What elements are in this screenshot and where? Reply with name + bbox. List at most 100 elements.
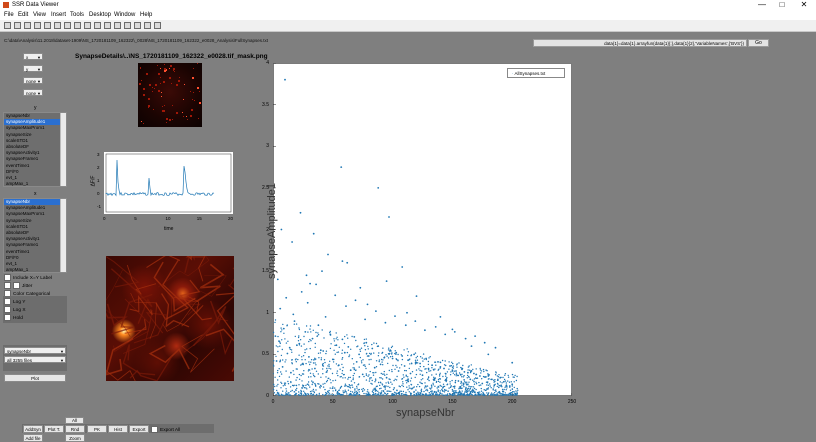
scatter-point (285, 390, 288, 392)
menu-window[interactable]: Window (114, 12, 136, 18)
scatter-point (285, 394, 287, 396)
x-list-item[interactable]: evt_1 (4, 260, 66, 268)
rotate-icon[interactable] (84, 22, 91, 29)
scatter-point (454, 379, 457, 382)
checkbox-hold[interactable]: Hold (4, 314, 23, 321)
scrollbar[interactable] (60, 199, 66, 272)
plot-button[interactable]: Plot (4, 374, 66, 382)
random-well-button[interactable]: Rnd Well (65, 425, 85, 439)
scatter-point (475, 381, 477, 383)
y-list-item[interactable]: evt_1 (4, 174, 66, 182)
checkbox-box[interactable] (13, 282, 20, 289)
mask-image[interactable] (138, 63, 202, 127)
zoom-button[interactable]: Zoom (65, 434, 85, 442)
y-list-item[interactable]: ampMax_1 (4, 181, 66, 186)
scatter-point (443, 364, 446, 366)
checkbox-box[interactable] (4, 282, 11, 289)
scatter-plot-area[interactable] (272, 62, 573, 397)
export-button[interactable]: Export (129, 425, 149, 433)
new-file-icon[interactable] (4, 22, 11, 29)
y-list-item[interactable]: synapseAmplitude1 (4, 119, 66, 126)
scatter-point (372, 392, 375, 394)
checkbox-box[interactable] (151, 426, 158, 433)
link-icon[interactable] (114, 22, 121, 29)
y-list-item[interactable]: synapseFrame1 (4, 156, 66, 163)
checkbox-box[interactable] (4, 274, 11, 281)
menu-insert[interactable]: Insert (51, 12, 67, 18)
dropdown-group-by[interactable]: synapseNbr ▼ (4, 347, 66, 354)
menu-desktop[interactable]: Desktop (89, 12, 112, 18)
fluorescence-image[interactable] (106, 256, 234, 381)
y-list-item[interactable]: eventTime1 (4, 162, 66, 169)
pan-icon[interactable] (74, 22, 81, 29)
add-file-button[interactable]: Add file (23, 434, 43, 442)
checkbox-box[interactable] (4, 314, 11, 321)
y-list-item[interactable]: absoluteDF (4, 143, 66, 151)
brush-icon[interactable] (104, 22, 111, 29)
data-cursor-icon[interactable] (94, 22, 101, 29)
y-list-item[interactable]: synapseMaxProm1 (4, 125, 66, 132)
dropdown-z[interactable]: none ▼ (23, 77, 43, 84)
x-list-item[interactable]: synapseMaxProm1 (4, 211, 66, 218)
menu-view[interactable]: View (33, 12, 46, 18)
menu-help[interactable]: Help (140, 12, 153, 18)
checkbox-log-x[interactable]: Log X (4, 306, 26, 313)
zoom-out-icon[interactable] (64, 22, 71, 29)
open-icon[interactable] (14, 22, 21, 29)
y-list-item[interactable]: synapseSize (4, 131, 66, 138)
x-list-item[interactable]: ampMax_1 (4, 267, 66, 272)
checkbox-xy-label[interactable]: Include X=Y Label (4, 274, 52, 281)
scatter-legend[interactable]: · AllSynapses.txt (507, 68, 565, 78)
zoom-in-icon[interactable] (54, 22, 61, 29)
x-list-item[interactable]: synapseFrame1 (4, 242, 66, 249)
add-synapse-button[interactable]: AddSyn (23, 425, 43, 433)
x-list-item[interactable]: synapseSize (4, 217, 66, 224)
close-button[interactable]: ✕ (800, 0, 808, 9)
legend-icon[interactable] (134, 22, 141, 29)
histogram-button[interactable]: Hist (108, 425, 128, 433)
x-list-item[interactable]: DF/F0 (4, 254, 66, 261)
dropdown-x[interactable]: x ▼ (23, 53, 43, 60)
x-list-item[interactable]: synapseNbr (4, 199, 66, 206)
scrollbar[interactable] (60, 113, 66, 186)
checkbox-log-y[interactable]: Log Y (4, 298, 25, 305)
print-icon[interactable] (34, 22, 41, 29)
dropdown-y[interactable]: y ▼ (23, 65, 43, 72)
y-list-item[interactable]: scaleSTD1 (4, 137, 66, 144)
colorbar-icon[interactable] (124, 22, 131, 29)
y-list-item[interactable]: synapseActivity1 (4, 150, 66, 157)
x-list-item[interactable]: scaleSTD1 (4, 223, 66, 230)
checkbox-export-all[interactable]: Export All (151, 426, 180, 433)
scatter-point (482, 393, 484, 395)
cursor-icon[interactable] (44, 22, 51, 29)
menu-edit[interactable]: Edit (18, 12, 29, 18)
save-icon[interactable] (24, 22, 31, 29)
checkbox-box[interactable] (4, 306, 11, 313)
checkbox-jitter[interactable]: Jitter (4, 282, 32, 289)
dropdown-c[interactable]: none ▼ (23, 89, 43, 96)
go-button[interactable]: Go (748, 39, 769, 47)
maximize-button[interactable]: □ (779, 0, 785, 9)
pk-button[interactable]: PK (87, 425, 107, 433)
x-list-item[interactable]: synapseAmplitude1 (4, 205, 66, 212)
all-button[interactable]: All (65, 417, 84, 424)
plot-trace-button[interactable]: Plot T. (44, 425, 64, 433)
grid-icon[interactable] (144, 22, 151, 29)
scatter-point (473, 387, 476, 390)
x-list-item[interactable]: eventTime1 (4, 248, 66, 255)
command-input[interactable]: data{1}=data{1}.arrayfun(data{1}{:},data… (533, 39, 747, 47)
minimize-button[interactable]: — (758, 0, 766, 9)
y-variable-list[interactable]: synapseNbr synapseAmplitude1 synapseMaxPro… (3, 112, 67, 187)
checkbox-box[interactable] (4, 298, 11, 305)
menu-file[interactable]: File (4, 12, 14, 18)
y-list-item[interactable]: synapseNbr (4, 113, 66, 120)
plot-tools-icon[interactable] (154, 22, 161, 29)
trace-plot[interactable] (104, 152, 233, 214)
y-list-item[interactable]: DF/F0 (4, 168, 66, 175)
x-list-item[interactable]: absoluteDF (4, 229, 66, 237)
scatter-point (312, 382, 314, 384)
dropdown-files[interactable]: all 3255 files ▼ (4, 356, 66, 363)
x-variable-list[interactable]: synapseNbr synapseAmplitude1 synapseMaxPro… (3, 198, 67, 273)
menu-tools[interactable]: Tools (70, 12, 85, 18)
x-list-item[interactable]: synapseActivity1 (4, 236, 66, 243)
